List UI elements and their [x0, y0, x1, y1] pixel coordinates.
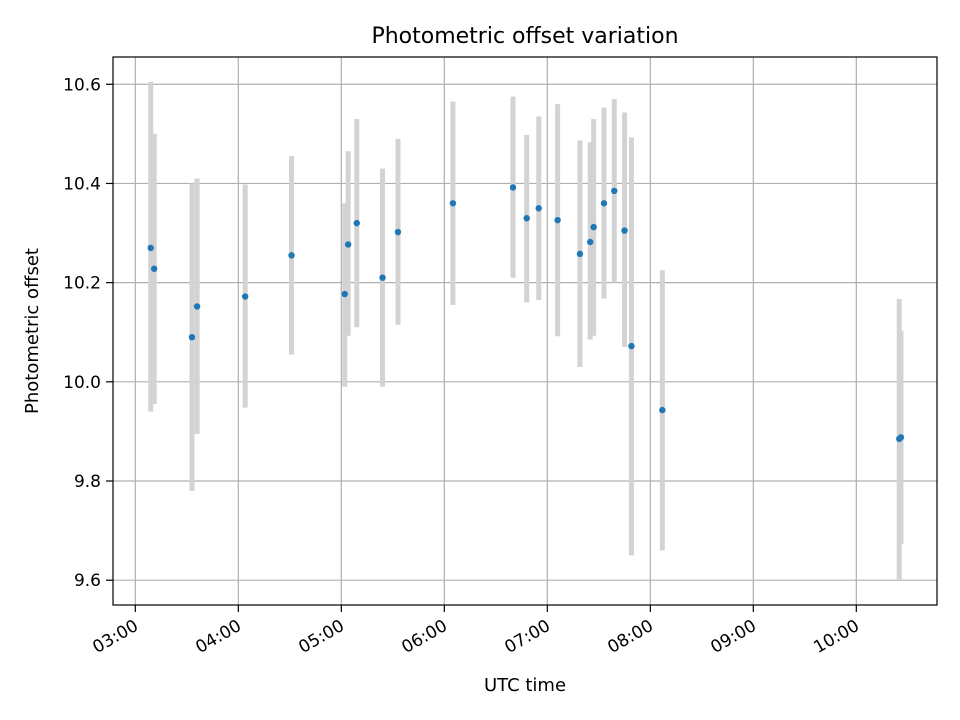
data-point [554, 216, 561, 224]
data-point [193, 303, 201, 310]
data-point [897, 434, 905, 441]
chart-title: Photometric offset variation [371, 24, 678, 49]
data-point [288, 252, 295, 259]
data-point [576, 250, 584, 258]
y-tick-label: 10.0 [63, 373, 101, 393]
x-axis-label: UTC time [484, 675, 566, 696]
data-point [188, 333, 196, 341]
data-point [344, 241, 352, 248]
data-point [151, 265, 158, 272]
y-axis-ticks: 9.6 9.8 10.0 10.2 10.4 10.6 [63, 75, 113, 591]
data-point [621, 227, 628, 234]
data-point [394, 228, 402, 236]
data-point [353, 219, 360, 227]
y-axis-label: Photometric offset [22, 248, 43, 414]
y-tick-label: 10.6 [63, 75, 101, 95]
y-tick-label: 10.2 [63, 274, 101, 294]
data-point [379, 274, 386, 281]
data-point [523, 214, 530, 222]
y-tick-label: 9.6 [74, 571, 101, 591]
data-point [587, 238, 594, 246]
data-point [241, 293, 249, 300]
data-point [659, 406, 666, 414]
plot-frame [112, 56, 938, 606]
data-point [449, 200, 457, 207]
data-point [535, 205, 542, 212]
data-points [147, 184, 905, 443]
data-point [147, 244, 154, 252]
y-tick-label: 10.4 [63, 174, 101, 194]
data-point [341, 290, 348, 298]
y-tick-label: 9.8 [74, 472, 101, 492]
data-point [590, 223, 597, 231]
data-point [509, 184, 517, 191]
data-point [600, 200, 608, 207]
data-point [611, 187, 618, 195]
data-point [628, 342, 635, 350]
